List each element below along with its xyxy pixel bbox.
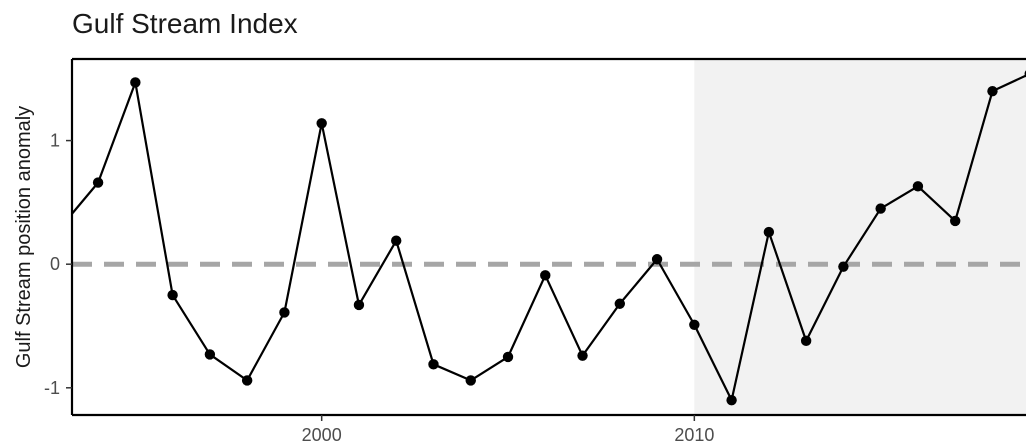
data-point: [316, 118, 327, 129]
data-point: [130, 77, 141, 88]
data-point: [167, 289, 178, 301]
x-tick-label: 2010: [674, 425, 714, 444]
y-axis-title: Gulf Stream position anomaly: [13, 106, 35, 368]
data-point: [987, 85, 998, 97]
data-point: [651, 254, 663, 265]
data-point: [204, 349, 216, 360]
data-point: [391, 235, 402, 246]
y-tick-label: 1: [50, 131, 60, 151]
data-point: [465, 375, 476, 386]
data-point: [912, 181, 924, 192]
series-layer: [56, 70, 1026, 406]
data-point: [689, 319, 700, 330]
data-point: [241, 375, 253, 386]
data-point: [577, 350, 588, 361]
data-point: [279, 307, 290, 318]
data-point: [540, 270, 551, 281]
data-point: [92, 177, 104, 188]
axes-layer: -1 0 1 2000 2010: [44, 57, 1026, 444]
data-point: [502, 351, 514, 363]
x-tick-label: 2000: [302, 425, 342, 444]
data-point: [875, 203, 886, 214]
data-point: [800, 335, 812, 347]
data-point: [949, 215, 961, 227]
y-tick-label: 0: [50, 254, 60, 274]
y-tick-label: -1: [44, 378, 60, 398]
data-point: [763, 226, 775, 238]
data-point: [353, 299, 365, 311]
data-point: [838, 261, 849, 272]
data-point: [614, 298, 626, 309]
chart-title: Gulf Stream Index: [72, 8, 298, 39]
data-point: [428, 359, 439, 370]
shaded-period: [694, 59, 1026, 415]
data-point: [726, 394, 737, 406]
data-point: [56, 222, 66, 232]
